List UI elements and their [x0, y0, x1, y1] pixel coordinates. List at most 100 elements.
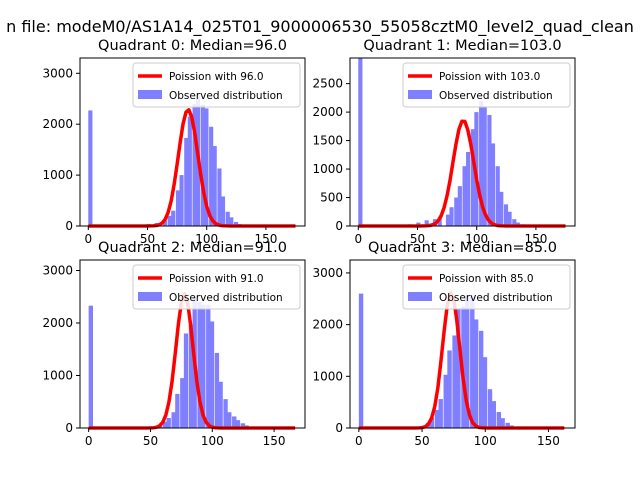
histogram-bar	[491, 401, 496, 428]
x-tick-label: 0	[84, 232, 92, 246]
axes-frame	[349, 259, 576, 429]
axes-frame	[79, 259, 306, 429]
histogram-bar	[212, 146, 217, 226]
y-tick-label: 3000	[42, 264, 73, 278]
legend-fit-label: Poission with 103.0	[439, 71, 540, 83]
histogram-bar	[507, 211, 512, 226]
histogram-bar	[462, 166, 467, 226]
chart-title: Quadrant 1: Median=103.0	[363, 38, 561, 54]
x-tick-label: 100	[201, 434, 224, 448]
histogram-bar	[478, 330, 484, 428]
histogram-bar	[490, 143, 496, 226]
histogram-bar	[487, 114, 492, 226]
legend-box	[402, 62, 571, 108]
x-tick-label: 50	[414, 434, 429, 448]
legend: Poission with 91.0 Observed distribution	[132, 264, 301, 310]
quadrant-3-chart: 0 50 100 150 0 1000 2000 3000 Quadrant 3: Median…	[312, 240, 576, 448]
legend-hist-label: Observed distribution	[169, 292, 283, 304]
histogram-bar	[88, 110, 93, 226]
histogram-bar	[184, 137, 189, 226]
x-tick-label: 100	[465, 232, 488, 246]
histogram-bar	[482, 106, 487, 226]
x-tick-label: 50	[140, 232, 155, 246]
histogram-bar	[200, 104, 205, 226]
histogram-bar	[227, 412, 232, 428]
y-tick-label: 2000	[42, 117, 73, 131]
histogram-bar	[500, 418, 505, 428]
chart-title: Quadrant 3: Median=85.0	[368, 240, 557, 256]
legend-hist-swatch	[408, 90, 432, 99]
histogram-bar	[445, 214, 451, 226]
chart-title: Quadrant 0: Median=96.0	[98, 38, 287, 54]
y-tick-label: 3000	[312, 266, 343, 280]
legend-box	[402, 264, 571, 310]
x-tick-label: 50	[143, 434, 158, 448]
histogram-bar	[358, 58, 363, 226]
histogram-bar	[175, 393, 180, 429]
y-tick-label: 500	[320, 191, 343, 205]
legend: Poission with 85.0 Observed distribution	[402, 264, 571, 310]
histogram-bar	[162, 220, 168, 226]
histogram-bar	[206, 304, 211, 429]
x-tick-label: 150	[524, 232, 547, 246]
histogram-bar	[470, 129, 475, 226]
histogram-bar	[424, 220, 429, 226]
histogram-bar	[223, 399, 228, 429]
histogram-bar	[175, 190, 181, 226]
x-tick-label: 0	[355, 434, 363, 448]
histogram-bar	[473, 319, 479, 428]
histogram-bar	[466, 151, 471, 226]
histogram-bar	[179, 175, 184, 226]
legend-hist-label: Observed distribution	[169, 90, 283, 102]
histogram-bar	[217, 168, 222, 226]
histogram-bar	[209, 126, 214, 226]
histogram-bar	[456, 309, 461, 428]
histogram-bar	[479, 100, 484, 226]
chart-title: Quadrant 2: Median=91.0	[98, 240, 287, 256]
x-tick-label: 100	[195, 232, 218, 246]
x-tick-label: 150	[263, 434, 286, 448]
histogram-bar	[437, 217, 442, 226]
histogram-bar	[447, 350, 452, 428]
legend-hist-label: Observed distribution	[439, 90, 553, 102]
x-tick-label: 100	[474, 434, 497, 448]
y-tick-label: 2000	[312, 318, 343, 332]
legend-hist-swatch	[138, 90, 162, 99]
y-tick-label: 0	[65, 219, 73, 233]
histogram-bar	[434, 409, 440, 428]
histogram-bar	[505, 422, 510, 428]
histogram-bar	[192, 103, 197, 226]
histogram-bar	[454, 197, 459, 226]
histogram-bar	[358, 293, 364, 428]
histogram-bar	[438, 399, 443, 428]
histogram-bar	[225, 211, 230, 226]
histogram-bar	[209, 321, 215, 428]
histogram-bar	[499, 191, 504, 226]
y-tick-label: 3000	[42, 66, 73, 80]
y-tick-label: 0	[335, 219, 343, 233]
quadrant-2-chart: 0 50 100 150 0 1000 2000 3000 Quadrant 2: Median…	[42, 240, 306, 448]
histogram-bar	[214, 352, 220, 428]
axes-frame	[349, 57, 576, 227]
legend-fit-label: Poission with 85.0	[439, 273, 534, 285]
y-tick-label: 0	[65, 421, 73, 435]
histogram-bar	[457, 186, 462, 226]
histogram-bar	[88, 305, 93, 428]
histogram-bar	[429, 417, 435, 428]
histogram-bar	[495, 166, 500, 226]
x-tick-label: 0	[85, 434, 93, 448]
x-tick-label: 150	[537, 434, 560, 448]
x-tick-label: 50	[410, 232, 425, 246]
histogram-bar	[180, 378, 185, 429]
histogram-bar	[465, 296, 470, 428]
histogram-bar	[503, 204, 509, 226]
legend: Poission with 96.0 Observed distribution	[132, 62, 301, 108]
x-tick-label: 0	[354, 232, 362, 246]
histogram-bar	[235, 420, 241, 429]
histogram-bar	[232, 416, 237, 428]
histogram-bar	[171, 412, 176, 428]
y-tick-label: 1000	[312, 162, 343, 176]
histogram-bar	[204, 108, 209, 226]
